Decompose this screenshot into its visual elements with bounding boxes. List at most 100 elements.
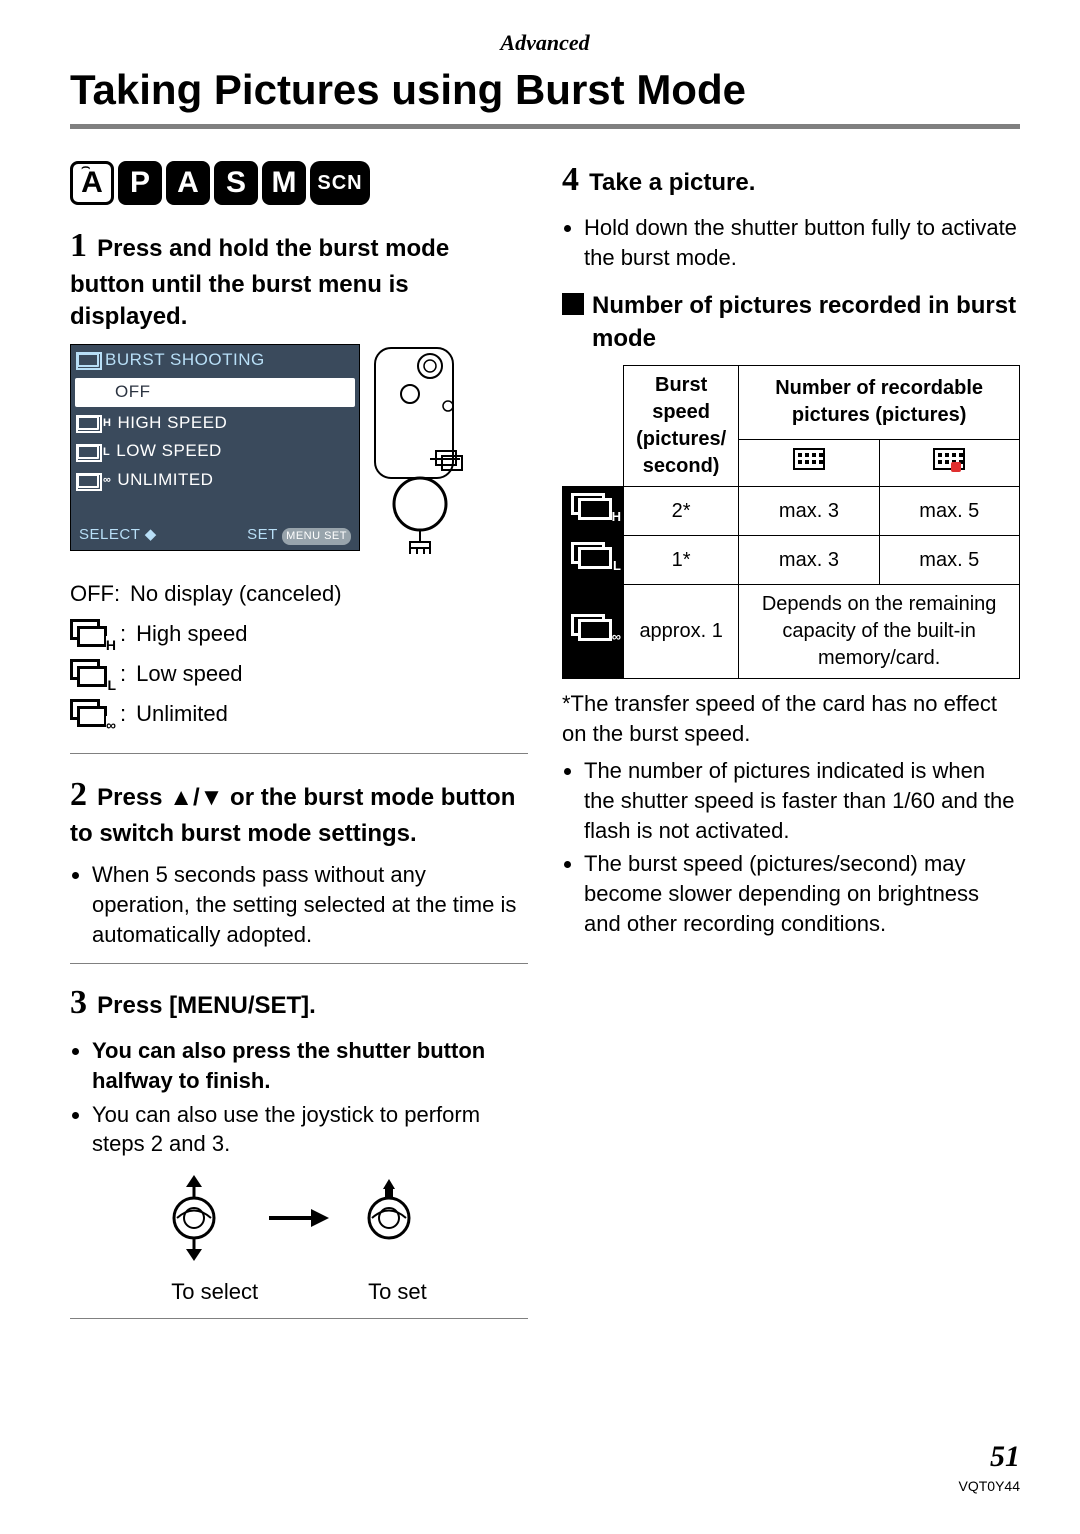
right-bullets: The number of pictures indicated is when… — [562, 756, 1020, 938]
step-1: 1 Press and hold the burst mode button u… — [70, 223, 528, 334]
mode-badge-p: P — [118, 161, 162, 205]
legend: OFF: No display (canceled) H : High spee… — [70, 579, 528, 754]
page-footer: 51 VQT0Y44 — [959, 1440, 1020, 1494]
step-2-number: 2 — [70, 776, 87, 813]
sub-heading-text: Number of pictures recorded in burst mod… — [592, 290, 1020, 355]
lcd-option-off: OFF — [75, 378, 355, 407]
lcd-option-unlimited-label: UNLIMITED — [117, 469, 213, 492]
mode-badge-a: A — [166, 161, 210, 205]
quality-std-header — [879, 439, 1019, 486]
mode-badge-row: A⌢ P A S M SCN — [70, 161, 528, 205]
table-header-speed: Burst speed (pictures/ second) — [624, 366, 739, 487]
quality-std-icon — [933, 448, 965, 470]
lcd-option-high-label: HIGH SPEED — [117, 412, 227, 435]
burst-high-icon: H — [571, 493, 615, 521]
legend-low-label: Low speed — [136, 659, 242, 689]
legend-off-prefix: OFF: — [70, 579, 120, 609]
table-corner — [563, 366, 624, 487]
lcd-footer-select: SELECT — [79, 526, 140, 543]
table-row: H 2* max. 3 max. 5 — [563, 487, 1020, 536]
row-c1: max. 3 — [739, 536, 879, 585]
step-2-text: Press ▲/▼ or the burst mode button to sw… — [70, 784, 515, 847]
burst-unlimited-icon: ∞ — [571, 614, 615, 642]
row-speed: 1* — [624, 536, 739, 585]
row-c2: max. 5 — [879, 536, 1019, 585]
lcd-header-text: BURST SHOOTING — [105, 349, 265, 372]
step-3-bullet-2: You can also use the joystick to perform… — [92, 1100, 528, 1159]
joystick-captions: To select To set — [70, 1277, 528, 1307]
down-triangle-icon: ▼ — [200, 784, 224, 811]
lcd-footer-set: SET — [247, 526, 277, 543]
content-columns: A⌢ P A S M SCN 1 Press and hold the burs… — [70, 157, 1020, 1335]
right-bullet-2: The burst speed (pictures/second) may be… — [584, 849, 1020, 938]
divider — [70, 963, 528, 964]
joystick-illustration: To select To set — [70, 1173, 528, 1306]
mode-badge-auto: A⌢ — [70, 161, 114, 205]
quality-fine-icon — [793, 448, 825, 470]
table-row: ∞ approx. 1 Depends on the remaining cap… — [563, 585, 1020, 679]
lcd-option-low-label: LOW SPEED — [116, 440, 222, 463]
menu-set-badge-icon: MENU SET — [282, 528, 351, 545]
row-speed: approx. 1 — [624, 585, 739, 679]
divider — [70, 1318, 528, 1319]
right-bullet-1: The number of pictures indicated is when… — [584, 756, 1020, 845]
table-row: L 1* max. 3 max. 5 — [563, 536, 1020, 585]
row-icon-low: L — [563, 536, 624, 585]
lcd-option-off-label: OFF — [115, 381, 151, 404]
burst-low-icon: L — [571, 542, 615, 570]
step-3-number: 3 — [70, 984, 87, 1021]
step-4-bullet-1: Hold down the shutter button fully to ac… — [584, 213, 1020, 272]
joystick-icon — [139, 1173, 459, 1263]
step-4-number: 4 — [562, 161, 579, 198]
row-icon-unlimited: ∞ — [563, 585, 624, 679]
page: Advanced Taking Pictures using Burst Mod… — [0, 0, 1080, 1534]
table-footnote: *The transfer speed of the card has no e… — [562, 689, 1020, 748]
row-icon-high: H — [563, 487, 624, 536]
legend-unlimited-label: Unlimited — [136, 699, 228, 729]
legend-row-low: L : Low speed — [70, 659, 528, 689]
mode-badge-scn: SCN — [310, 161, 370, 205]
row-c1: max. 3 — [739, 487, 879, 536]
lcd-menu: BURST SHOOTING OFF H HIGH SPEED L LOW SP… — [70, 344, 360, 551]
table-header-row-1: Burst speed (pictures/ second) Number of… — [563, 366, 1020, 440]
row-speed: 2* — [624, 487, 739, 536]
step-2-bullets: When 5 seconds pass without any operatio… — [70, 860, 528, 949]
mode-badge-m: M — [262, 161, 306, 205]
step-4: 4 Take a picture. — [562, 157, 1020, 203]
burst-icon — [77, 416, 99, 430]
step-1-number: 1 — [70, 227, 87, 264]
updown-icon: ◆ — [145, 526, 157, 543]
step-3: 3 Press [MENU/SET]. — [70, 980, 528, 1026]
legend-off-label: No display (canceled) — [130, 579, 342, 609]
burst-unlimited-icon: ∞ — [70, 699, 110, 729]
right-column: 4 Take a picture. Hold down the shutter … — [562, 157, 1020, 1335]
burst-table: Burst speed (pictures/ second) Number of… — [562, 365, 1020, 679]
step-2: 2 Press ▲/▼ or the burst mode button to … — [70, 772, 528, 850]
lcd-option-unlimited: ∞ UNLIMITED — [71, 466, 359, 495]
step-3-text: Press [MENU/SET]. — [97, 992, 316, 1019]
legend-row-high: H : High speed — [70, 619, 528, 649]
step-3-bullet-1: You can also press the shutter button ha… — [92, 1036, 528, 1095]
menu-illustration: BURST SHOOTING OFF H HIGH SPEED L LOW SP… — [70, 344, 528, 562]
camera-illustration — [370, 344, 470, 562]
lcd-option-high: H HIGH SPEED — [71, 409, 359, 438]
legend-row-unlimited: ∞ : Unlimited — [70, 699, 528, 729]
section-header: Advanced — [70, 30, 1020, 56]
step-4-bullets: Hold down the shutter button fully to ac… — [562, 213, 1020, 272]
step-3-bullets: You can also press the shutter button ha… — [70, 1036, 528, 1159]
table-header-number: Number of recordable pictures (pictures) — [739, 366, 1020, 440]
legend-row-off: OFF: No display (canceled) — [70, 579, 528, 609]
step-4-text: Take a picture. — [589, 169, 755, 196]
burst-icon — [77, 474, 99, 488]
lcd-footer: SELECT ◆ SET MENU SET — [71, 521, 359, 549]
lcd-header: BURST SHOOTING — [71, 345, 359, 376]
legend-high-label: High speed — [136, 619, 247, 649]
burst-low-icon: L — [70, 659, 110, 689]
row-c2: max. 5 — [879, 487, 1019, 536]
row-unlimited-text: Depends on the remaining capacity of the… — [739, 585, 1020, 679]
joy-caption-select: To select — [171, 1277, 258, 1307]
burst-icon — [77, 445, 99, 459]
left-column: A⌢ P A S M SCN 1 Press and hold the burs… — [70, 157, 528, 1335]
step-1-text: Press and hold the burst mode button unt… — [70, 235, 449, 330]
burst-icon — [77, 353, 99, 367]
